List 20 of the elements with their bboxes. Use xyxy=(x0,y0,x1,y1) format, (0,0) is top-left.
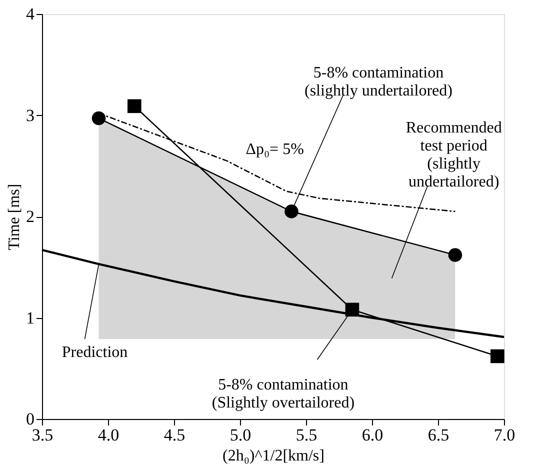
y-tick-label: 4 xyxy=(26,4,35,24)
x-tick-label: 4.0 xyxy=(98,426,120,444)
y-tick-label: 1 xyxy=(26,308,34,328)
x-tick-label: 3.5 xyxy=(32,426,54,444)
x-tick-label: 5.5 xyxy=(296,426,318,444)
x-tick-label: 4.5 xyxy=(164,426,186,444)
x-tick-label: 7.0 xyxy=(494,426,516,444)
x-tick-label: 5.0 xyxy=(230,426,252,444)
annotation: Recommended test period (slightly undertailored) xyxy=(406,119,502,190)
y-axis-title: Time [ms] xyxy=(6,184,23,250)
x-tick-label: 6.5 xyxy=(428,426,450,444)
y-tick-label: 0 xyxy=(26,410,34,428)
x-tick-label: 6.0 xyxy=(362,426,384,444)
y-tick-label: 3 xyxy=(26,106,34,125)
annotation: 5-8% contamination (Slightly overtailored) xyxy=(212,376,355,412)
x-axis-title: (2h₀)^1/2[km/s] xyxy=(222,448,324,464)
series-label: Δp₀= 5% xyxy=(246,140,304,158)
text: Prediction xyxy=(62,344,128,362)
annotation: 5-8% contamination (slightly undertailored) xyxy=(304,64,452,100)
y-tick-label: 2 xyxy=(26,207,34,226)
